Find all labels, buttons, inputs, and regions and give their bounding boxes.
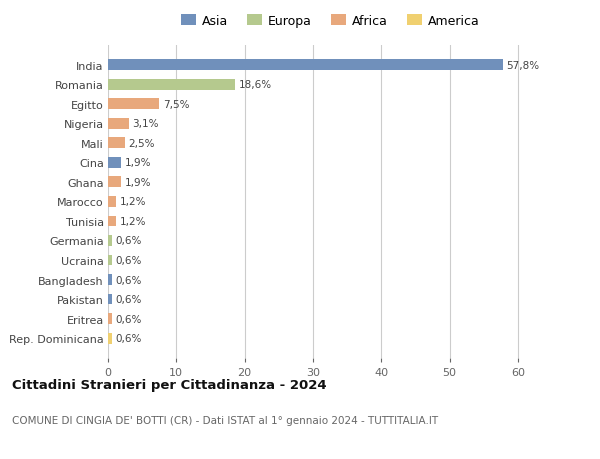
Text: 0,6%: 0,6% — [116, 314, 142, 324]
Text: COMUNE DI CINGIA DE' BOTTI (CR) - Dati ISTAT al 1° gennaio 2024 - TUTTITALIA.IT: COMUNE DI CINGIA DE' BOTTI (CR) - Dati I… — [12, 415, 438, 425]
Text: 0,6%: 0,6% — [116, 275, 142, 285]
Text: 1,9%: 1,9% — [124, 158, 151, 168]
Bar — [108, 274, 112, 285]
Bar — [108, 255, 112, 266]
Text: 1,9%: 1,9% — [124, 178, 151, 187]
Text: 1,2%: 1,2% — [119, 197, 146, 207]
Bar — [108, 79, 235, 90]
Text: 0,6%: 0,6% — [116, 295, 142, 304]
Bar — [108, 333, 112, 344]
Text: 1,2%: 1,2% — [119, 217, 146, 226]
Text: Cittadini Stranieri per Cittadinanza - 2024: Cittadini Stranieri per Cittadinanza - 2… — [12, 379, 326, 392]
Bar — [108, 196, 116, 207]
Text: 3,1%: 3,1% — [133, 119, 159, 129]
Bar — [108, 99, 159, 110]
Text: 2,5%: 2,5% — [128, 139, 155, 148]
Bar — [108, 177, 121, 188]
Text: 0,6%: 0,6% — [116, 256, 142, 265]
Bar — [108, 60, 503, 71]
Text: 0,6%: 0,6% — [116, 236, 142, 246]
Bar — [108, 157, 121, 168]
Bar — [108, 216, 116, 227]
Bar — [108, 294, 112, 305]
Text: 0,6%: 0,6% — [116, 334, 142, 343]
Bar — [108, 138, 125, 149]
Bar — [108, 313, 112, 325]
Legend: Asia, Europa, Africa, America: Asia, Europa, Africa, America — [181, 15, 479, 28]
Bar — [108, 235, 112, 246]
Text: 18,6%: 18,6% — [238, 80, 272, 90]
Bar — [108, 118, 129, 129]
Text: 57,8%: 57,8% — [506, 61, 539, 70]
Text: 7,5%: 7,5% — [163, 100, 189, 109]
